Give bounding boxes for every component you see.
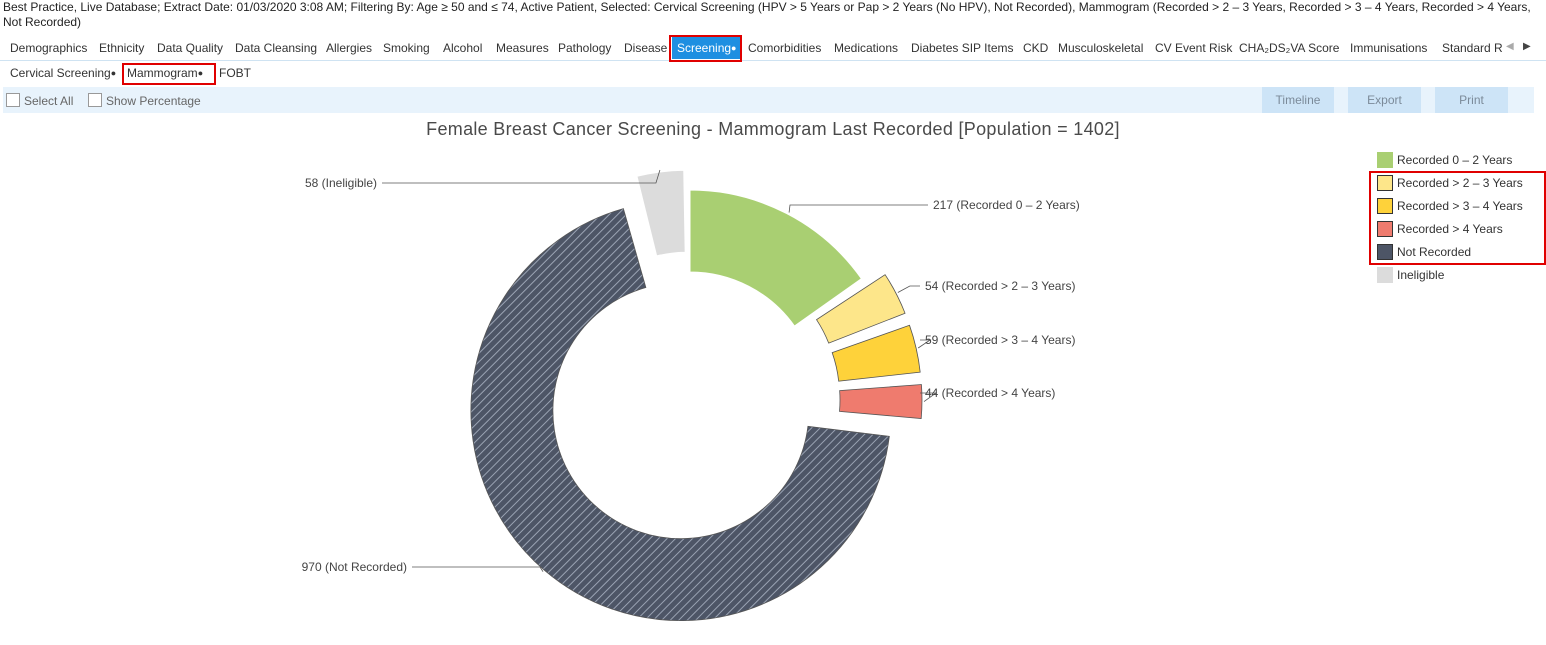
main-tab-bar: Demographics Ethnicity Data Quality Data… [0,36,1546,61]
slice-recorded-3-4[interactable] [831,324,921,382]
leader-line [382,169,661,184]
tab-ckd[interactable]: CKD [1023,41,1049,55]
mammogram-tab-highlight [122,63,216,85]
leader-line [920,392,938,402]
tab-disease[interactable]: Disease [624,41,668,55]
mammogram-dot-icon: ● [197,68,204,78]
subtab-mammogram[interactable]: Mammogram● [127,66,203,80]
legend-selection-highlight [1369,171,1546,265]
slice-recorded-0-2[interactable] [689,189,863,327]
legend-label: Recorded > 4 Years [1397,222,1503,236]
tab-diabetes-sip-items[interactable]: Diabetes SIP Items [911,41,1014,55]
legend-label: Recorded 0 – 2 Years [1397,153,1513,167]
tab-data-quality[interactable]: Data Quality [157,41,224,55]
tab-smoking[interactable]: Smoking [383,41,430,55]
tab-immunisations[interactable]: Immunisations [1350,41,1428,55]
tab-alcohol[interactable]: Alcohol [443,41,483,55]
chart-title: Female Breast Cancer Screening - Mammogr… [426,119,1120,139]
tab-allergies[interactable]: Allergies [326,41,373,55]
toolbar: Select All Show Percentage Timeline Expo… [3,87,1534,113]
cervical-dot-icon: ● [110,68,117,78]
tab-medications[interactable]: Medications [834,41,899,55]
subtab-cervical-label: Cervical Screening [10,66,111,80]
legend-label: Recorded > 3 – 4 Years [1397,199,1523,213]
subtab-fobt[interactable]: FOBT [219,66,251,80]
subtab-cervical-screening[interactable]: Cervical Screening● [10,66,116,80]
data-label-recorded-3-4: 59 (Recorded > 3 – 4 Years) [925,333,1075,347]
print-button[interactable]: Print [1435,87,1508,113]
show-percentage-label: Show Percentage [106,94,201,108]
leader-line [412,566,544,572]
tab-cv-event-risk[interactable]: CV Event Risk [1155,41,1233,55]
legend-label: Recorded > 2 – 3 Years [1397,176,1523,190]
show-percentage-checkbox-box [88,93,102,107]
tab-standard-reports[interactable]: Standard R [1442,41,1503,55]
legend-swatch [1377,198,1393,214]
data-label-recorded-0-2: 217 (Recorded 0 – 2 Years) [933,198,1080,212]
slice-recorded-4[interactable] [839,384,923,420]
data-label-recorded-4: 44 (Recorded > 4 Years) [925,386,1055,400]
data-label-not-recorded: 970 (Not Recorded) [302,560,407,574]
show-percentage-checkbox[interactable]: Show Percentage [88,93,201,108]
slice-not-recorded[interactable] [470,208,890,622]
tab-screening[interactable]: Screening● [672,37,742,59]
select-all-label: Select All [24,94,74,108]
status-text: Best Practice, Live Database; Extract Da… [3,0,1531,29]
tab-measures[interactable]: Measures [496,41,549,55]
legend-label: Ineligible [1397,268,1445,282]
leader-line [788,204,928,213]
data-label-ineligible: 58 (Ineligible) [305,176,377,190]
tab-demographics[interactable]: Demographics [10,41,88,55]
timeline-button[interactable]: Timeline [1262,87,1334,113]
legend-swatch [1377,221,1393,237]
subtab-mammogram-label: Mammogram [127,66,198,80]
legend-label: Not Recorded [1397,245,1472,259]
tab-screening-label: Screening [677,41,732,55]
select-all-checkbox-box [6,93,20,107]
tab-pathology[interactable]: Pathology [558,41,612,55]
data-label-recorded-2-3: 54 (Recorded > 2 – 3 Years) [925,279,1075,293]
tab-ethnicity[interactable]: Ethnicity [99,41,145,55]
tab-musculoskeletal[interactable]: Musculoskeletal [1058,41,1144,55]
legend-swatch [1377,175,1393,191]
export-button[interactable]: Export [1348,87,1421,113]
tab-scroll-left-icon[interactable]: ◀ [1506,41,1514,52]
legend-swatch [1377,267,1393,283]
tab-scroll-right-icon[interactable]: ▶ [1523,41,1531,52]
select-all-checkbox[interactable]: Select All [6,93,73,108]
tab-cha2ds2va-score[interactable]: CHA₂DS₂VA Score [1239,41,1340,55]
screening-tab-highlight [669,35,742,62]
active-dot-icon: ● [731,43,737,53]
slice-ineligible[interactable] [636,169,686,257]
legend-swatch [1377,244,1393,260]
legend-swatch [1377,152,1393,168]
tab-comorbidities[interactable]: Comorbidities [748,41,822,55]
tab-data-cleansing[interactable]: Data Cleansing [235,41,318,55]
slice-recorded-2-3[interactable] [815,274,906,344]
leader-line [917,339,932,349]
leader-line [897,285,920,293]
